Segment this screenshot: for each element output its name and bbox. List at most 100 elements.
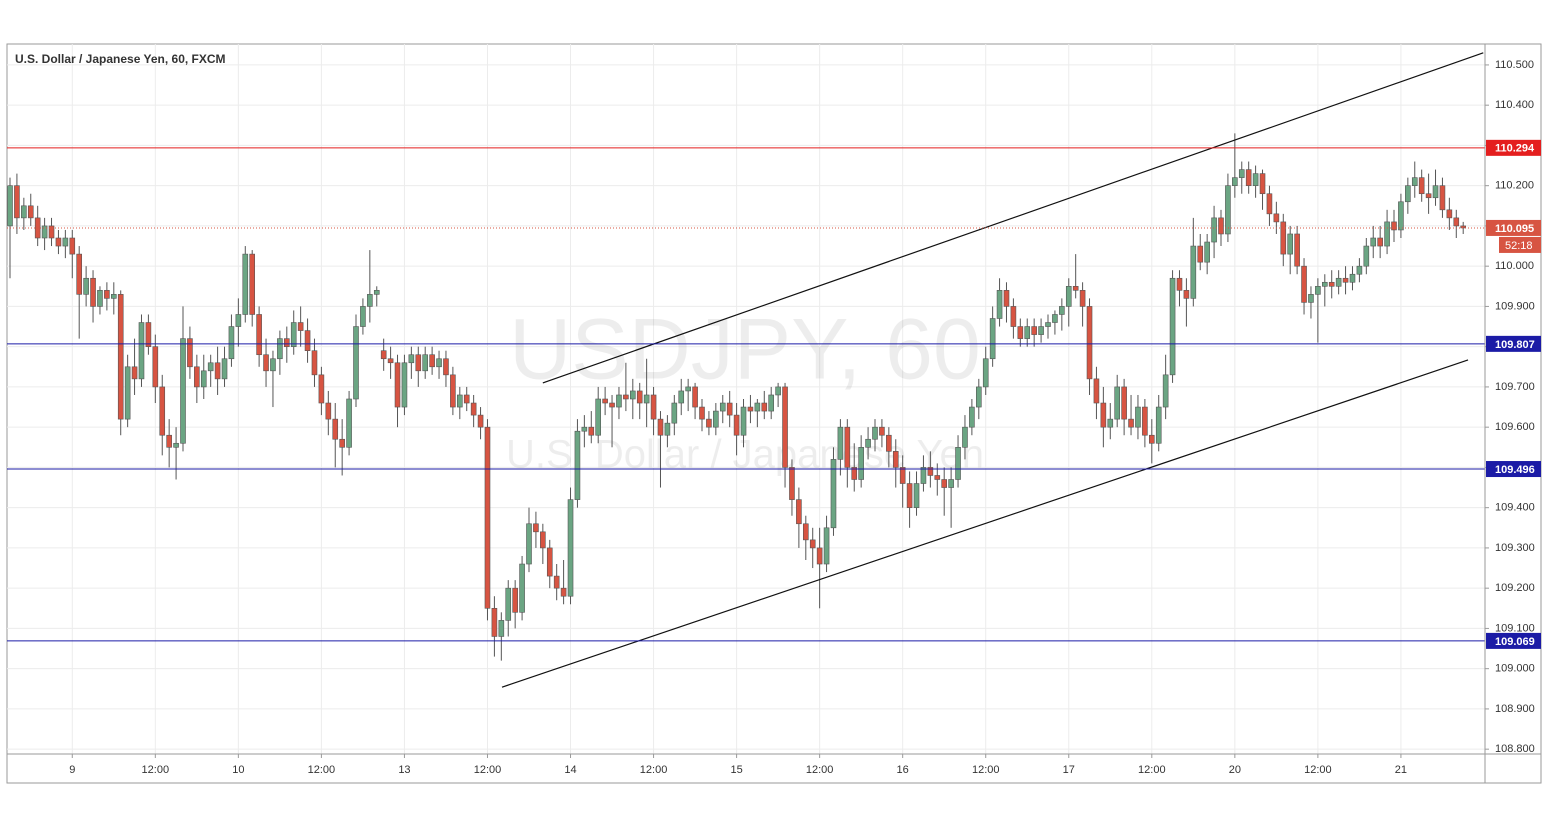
- candle-body: [55, 237, 62, 247]
- y-tick-label: 109.100: [1495, 622, 1535, 634]
- candle-body: [643, 394, 650, 404]
- candle-body: [408, 354, 415, 364]
- candle-body: [429, 354, 435, 368]
- candle-body: [401, 362, 408, 408]
- candle-body: [823, 527, 830, 565]
- candle-body: [830, 459, 837, 529]
- candle-body: [90, 277, 96, 307]
- candle-body: [533, 523, 539, 533]
- x-tick-label: 15: [730, 764, 742, 776]
- candle-body: [955, 446, 961, 480]
- candle-body: [1010, 306, 1017, 327]
- candle-body: [1266, 193, 1273, 215]
- candle-body: [242, 253, 249, 315]
- x-tick-label: 12:00: [1304, 764, 1332, 776]
- candle-body: [1294, 233, 1300, 267]
- price-badge: [1486, 139, 1541, 156]
- price-badge: [1486, 632, 1541, 649]
- candle-body: [235, 314, 242, 327]
- candle-body: [1065, 286, 1072, 307]
- candle-body: [512, 587, 518, 613]
- candle-body: [636, 390, 643, 404]
- candle-body: [76, 253, 82, 295]
- candle-body: [1322, 281, 1328, 287]
- candle-body: [263, 354, 269, 372]
- candle-body: [21, 205, 27, 219]
- x-tick-label: 9: [69, 764, 75, 776]
- channel-line: [542, 52, 1484, 384]
- candle-body: [187, 338, 193, 368]
- candle-body: [927, 467, 934, 476]
- candle-body: [519, 563, 525, 613]
- candle-body: [1259, 173, 1266, 195]
- candle-body: [1149, 434, 1155, 444]
- axes: 108.800 108.900 109.000 109.100 109.200 109.3…: [69, 59, 1541, 776]
- x-tick-label: 10: [232, 764, 244, 776]
- candle-body: [373, 290, 380, 295]
- candle-body: [97, 290, 103, 307]
- candle-body: [858, 446, 864, 480]
- candle-body: [948, 479, 954, 488]
- candle-body: [1460, 225, 1466, 229]
- candle-body: [249, 253, 255, 315]
- candle-body: [982, 358, 989, 388]
- candle-body: [41, 225, 48, 239]
- candle-body: [360, 306, 366, 327]
- candle-body: [1342, 277, 1349, 283]
- candle-body: [104, 290, 110, 299]
- candle-body: [941, 479, 948, 488]
- candle-body: [761, 402, 768, 412]
- candle-body: [1135, 406, 1141, 428]
- candle-body: [1017, 326, 1024, 339]
- candle-body: [1079, 290, 1086, 307]
- candle-body: [1162, 374, 1169, 408]
- candle-body: [436, 358, 442, 368]
- candle-body: [387, 358, 394, 364]
- candle-body: [1218, 217, 1224, 235]
- candle-body: [671, 402, 678, 424]
- candle-body: [207, 362, 214, 372]
- candle-body: [892, 451, 899, 468]
- candle-body: [1128, 418, 1134, 428]
- grid: [7, 44, 1485, 754]
- candle-body: [353, 326, 359, 400]
- candle-body: [581, 426, 588, 432]
- candle-body: [802, 523, 809, 541]
- candle-body: [650, 394, 657, 420]
- chart-title: U.S. Dollar / Japanese Yen, 60, FXCM: [15, 52, 226, 66]
- price-badge: [1486, 219, 1541, 236]
- candle-body: [173, 442, 179, 448]
- candle-body: [159, 386, 166, 436]
- price-badge-label: 109.807: [1495, 339, 1535, 351]
- candle-body: [1405, 185, 1411, 203]
- candle-body: [117, 294, 124, 420]
- candle-body: [560, 587, 567, 597]
- candle-body: [180, 338, 186, 444]
- candle-body: [1391, 221, 1397, 231]
- candle-body: [678, 390, 685, 404]
- candle-body: [1453, 217, 1460, 227]
- y-tick-label: 109.000: [1495, 663, 1535, 675]
- x-tick-label: 21: [1395, 764, 1407, 776]
- candle-body: [574, 430, 581, 500]
- candle-body: [692, 386, 698, 408]
- candle-body: [1252, 173, 1259, 186]
- candle-body: [1411, 177, 1418, 186]
- candle-body: [816, 547, 823, 565]
- candle-body: [166, 434, 172, 448]
- candle-body: [616, 394, 622, 408]
- candle-body: [194, 366, 200, 388]
- candle-body: [1418, 177, 1425, 195]
- y-tick-label: 109.200: [1495, 582, 1535, 594]
- candle-body: [588, 426, 595, 436]
- candle-body: [1059, 306, 1065, 315]
- candle-body: [886, 434, 892, 452]
- candle-body: [789, 467, 795, 500]
- candle-body: [1176, 277, 1183, 291]
- candle-body: [491, 607, 498, 637]
- candle-body: [733, 414, 740, 436]
- y-tick-label: 110.200: [1495, 180, 1534, 192]
- candle-body: [1356, 265, 1363, 275]
- candle-body: [346, 398, 352, 448]
- candle-body: [270, 358, 276, 372]
